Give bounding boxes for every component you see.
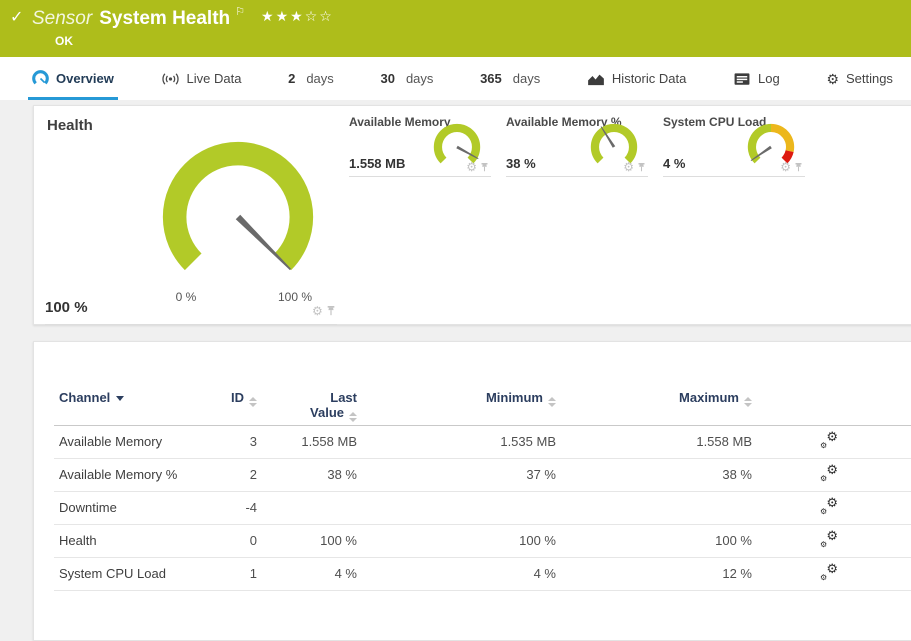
mini-gauge-value: 1.558 MB — [349, 156, 405, 171]
gauges-panel: Health 0 % 100 % 100 % ⚙ Available Memor… — [33, 105, 911, 325]
sort-icon — [249, 397, 257, 407]
channel-name: Downtime — [54, 491, 204, 524]
channel-settings-icon[interactable]: ⚙⚙ — [819, 465, 839, 482]
gauge-pin-icon[interactable] — [637, 162, 646, 173]
sort-icon — [548, 397, 556, 407]
mini-gauge-system-cpu-load: System CPU Load 4 % ⚙ — [663, 115, 805, 177]
channel-last-value: 4 % — [257, 557, 357, 590]
table-row: Downtime -4 ⚙⚙ — [54, 491, 911, 524]
divider — [45, 324, 337, 325]
gauge-settings-icon[interactable]: ⚙ — [780, 161, 791, 173]
channel-maximum: 100 % — [556, 524, 752, 557]
channel-maximum: 38 % — [556, 458, 752, 491]
sensor-name: System Health — [99, 8, 230, 29]
column-header-channel[interactable]: Channel — [54, 378, 204, 425]
tab-2-days[interactable]: 2days — [284, 57, 338, 100]
channel-maximum: 12 % — [556, 557, 752, 590]
channel-table-panel: Channel ID Last Value Minimum Maximum — [33, 341, 911, 641]
mini-gauge-value: 4 % — [663, 156, 685, 171]
tab-30-days[interactable]: 30days — [376, 57, 437, 100]
favorite-flag-icon[interactable]: ⚐ — [235, 6, 245, 18]
channel-id: 3 — [204, 425, 257, 458]
channel-id: 0 — [204, 524, 257, 557]
channel-last-value: 1.558 MB — [257, 425, 357, 458]
gauge-pin-icon[interactable] — [326, 305, 336, 317]
mini-gauges: Available Memory 1.558 MB ⚙ Available Me… — [349, 115, 805, 177]
gauge-pin-icon[interactable] — [794, 162, 803, 173]
gauge-scale-min: 0 % — [164, 290, 208, 304]
channel-name: Available Memory — [54, 425, 204, 458]
live-signal-icon — [161, 72, 180, 86]
historic-chart-icon — [587, 72, 605, 86]
primary-gauge-title: Health — [47, 117, 93, 134]
mini-gauge-available-memory: Available Memory 1.558 MB ⚙ — [349, 115, 491, 177]
channel-name: Available Memory % — [54, 458, 204, 491]
table-row: Available Memory % 2 38 % 37 % 38 % ⚙⚙ — [54, 458, 911, 491]
gauge-settings-icon[interactable]: ⚙ — [623, 161, 634, 173]
tab-live-data[interactable]: Live Data — [157, 57, 246, 100]
channel-settings-icon[interactable]: ⚙⚙ — [819, 498, 839, 515]
channel-table: Channel ID Last Value Minimum Maximum — [54, 378, 911, 591]
table-row: Health 0 100 % 100 % 100 % ⚙⚙ — [54, 524, 911, 557]
channel-id: 1 — [204, 557, 257, 590]
channel-name: Health — [54, 524, 204, 557]
tab-bar: Overview Live Data 2days 30days 365days … — [0, 57, 911, 100]
tab-log[interactable]: Log — [729, 57, 784, 100]
gauge-settings-icon[interactable]: ⚙ — [466, 161, 477, 173]
channel-settings-icon[interactable]: ⚙⚙ — [819, 564, 839, 581]
sensor-status-badge: OK — [55, 34, 73, 48]
sort-desc-icon — [116, 396, 124, 401]
sensor-banner: ✓ Sensor System Health ⚐ ★★★☆☆ OK — [0, 0, 911, 57]
channel-name: System CPU Load — [54, 557, 204, 590]
primary-gauge-actions: ⚙ — [312, 305, 336, 317]
object-kind-label: Sensor — [32, 8, 92, 29]
channel-id: -4 — [204, 491, 257, 524]
channel-last-value — [257, 491, 357, 524]
channel-last-value: 38 % — [257, 458, 357, 491]
sort-icon — [744, 397, 752, 407]
channel-minimum: 1.535 MB — [357, 425, 556, 458]
tab-overview[interactable]: Overview — [28, 57, 118, 100]
tab-365-days[interactable]: 365days — [476, 57, 544, 100]
channel-minimum — [357, 491, 556, 524]
channel-minimum: 4 % — [357, 557, 556, 590]
column-header-last-value[interactable]: Last Value — [257, 378, 357, 425]
column-header-id[interactable]: ID — [204, 378, 257, 425]
gauge-settings-icon[interactable]: ⚙ — [312, 305, 323, 317]
channel-maximum: 1.558 MB — [556, 425, 752, 458]
channel-settings-icon[interactable]: ⚙⚙ — [819, 432, 839, 449]
column-header-actions — [752, 378, 911, 425]
tab-settings[interactable]: ⚙ Settings — [822, 57, 897, 100]
channel-last-value: 100 % — [257, 524, 357, 557]
settings-gear-icon: ⚙ — [826, 72, 839, 86]
log-list-icon — [733, 72, 751, 86]
sensor-title-line: Sensor System Health ⚐ ★★★☆☆ — [32, 5, 334, 30]
channel-minimum: 100 % — [357, 524, 556, 557]
sort-icon — [349, 412, 357, 422]
health-gauge — [152, 131, 324, 303]
tab-historic-data[interactable]: Historic Data — [583, 57, 690, 100]
mini-gauge-value: 38 % — [506, 156, 536, 171]
channel-id: 2 — [204, 458, 257, 491]
channel-maximum — [556, 491, 752, 524]
gauge-icon — [32, 70, 49, 87]
mini-gauge-available-memory-pct: Available Memory % 38 % ⚙ — [506, 115, 648, 177]
priority-stars[interactable]: ★★★☆☆ — [261, 8, 334, 24]
gauge-pin-icon[interactable] — [480, 162, 489, 173]
channel-minimum: 37 % — [357, 458, 556, 491]
column-header-maximum[interactable]: Maximum — [556, 378, 752, 425]
column-header-minimum[interactable]: Minimum — [357, 378, 556, 425]
gauge-scale-max: 100 % — [270, 290, 320, 304]
table-row: Available Memory 3 1.558 MB 1.535 MB 1.5… — [54, 425, 911, 458]
primary-gauge-value: 100 % — [45, 299, 88, 316]
status-ok-icon: ✓ — [10, 7, 23, 27]
table-header-row: Channel ID Last Value Minimum Maximum — [54, 378, 911, 425]
table-row: System CPU Load 1 4 % 4 % 12 % ⚙⚙ — [54, 557, 911, 590]
channel-settings-icon[interactable]: ⚙⚙ — [819, 531, 839, 548]
